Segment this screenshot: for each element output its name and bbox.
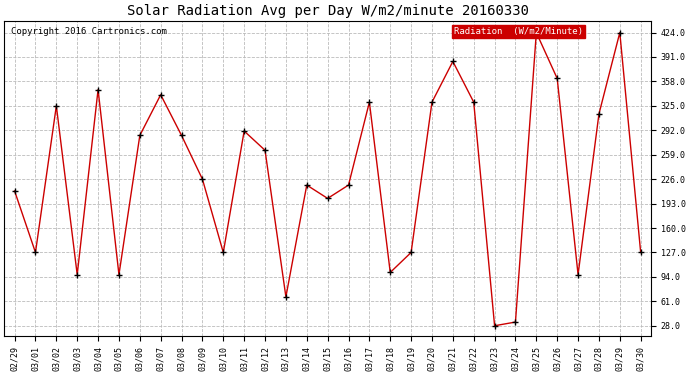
Radiation  (W/m2/Minute) [324, 196, 332, 201]
Radiation  (W/m2/Minute) [157, 93, 165, 97]
Radiation  (W/m2/Minute) [115, 272, 123, 277]
Radiation  (W/m2/Minute) [303, 183, 311, 188]
Text: Radiation  (W/m2/Minute): Radiation (W/m2/Minute) [454, 27, 583, 36]
Radiation  (W/m2/Minute) [532, 30, 540, 35]
Radiation  (W/m2/Minute) [52, 104, 61, 108]
Radiation  (W/m2/Minute) [511, 320, 520, 324]
Radiation  (W/m2/Minute) [240, 129, 248, 133]
Radiation  (W/m2/Minute) [365, 100, 373, 104]
Radiation  (W/m2/Minute) [428, 100, 436, 104]
Radiation  (W/m2/Minute) [470, 100, 478, 104]
Radiation  (W/m2/Minute) [73, 272, 81, 277]
Radiation  (W/m2/Minute) [574, 272, 582, 277]
Text: Copyright 2016 Cartronics.com: Copyright 2016 Cartronics.com [10, 27, 166, 36]
Radiation  (W/m2/Minute) [136, 133, 144, 138]
Radiation  (W/m2/Minute) [615, 30, 624, 35]
Line: Radiation  (W/m2/Minute): Radiation (W/m2/Minute) [12, 30, 644, 328]
Radiation  (W/m2/Minute) [177, 133, 186, 138]
Radiation  (W/m2/Minute) [386, 270, 395, 275]
Radiation  (W/m2/Minute) [448, 59, 457, 64]
Title: Solar Radiation Avg per Day W/m2/minute 20160330: Solar Radiation Avg per Day W/m2/minute … [127, 4, 529, 18]
Radiation  (W/m2/Minute) [595, 112, 603, 116]
Radiation  (W/m2/Minute) [31, 250, 39, 255]
Radiation  (W/m2/Minute) [553, 76, 562, 81]
Radiation  (W/m2/Minute) [261, 148, 269, 153]
Radiation  (W/m2/Minute) [491, 324, 499, 328]
Radiation  (W/m2/Minute) [198, 177, 206, 182]
Radiation  (W/m2/Minute) [407, 250, 415, 255]
Radiation  (W/m2/Minute) [10, 189, 19, 193]
Radiation  (W/m2/Minute) [344, 183, 353, 188]
Radiation  (W/m2/Minute) [219, 250, 228, 255]
Radiation  (W/m2/Minute) [282, 295, 290, 299]
Radiation  (W/m2/Minute) [637, 250, 645, 255]
Radiation  (W/m2/Minute) [94, 87, 102, 92]
